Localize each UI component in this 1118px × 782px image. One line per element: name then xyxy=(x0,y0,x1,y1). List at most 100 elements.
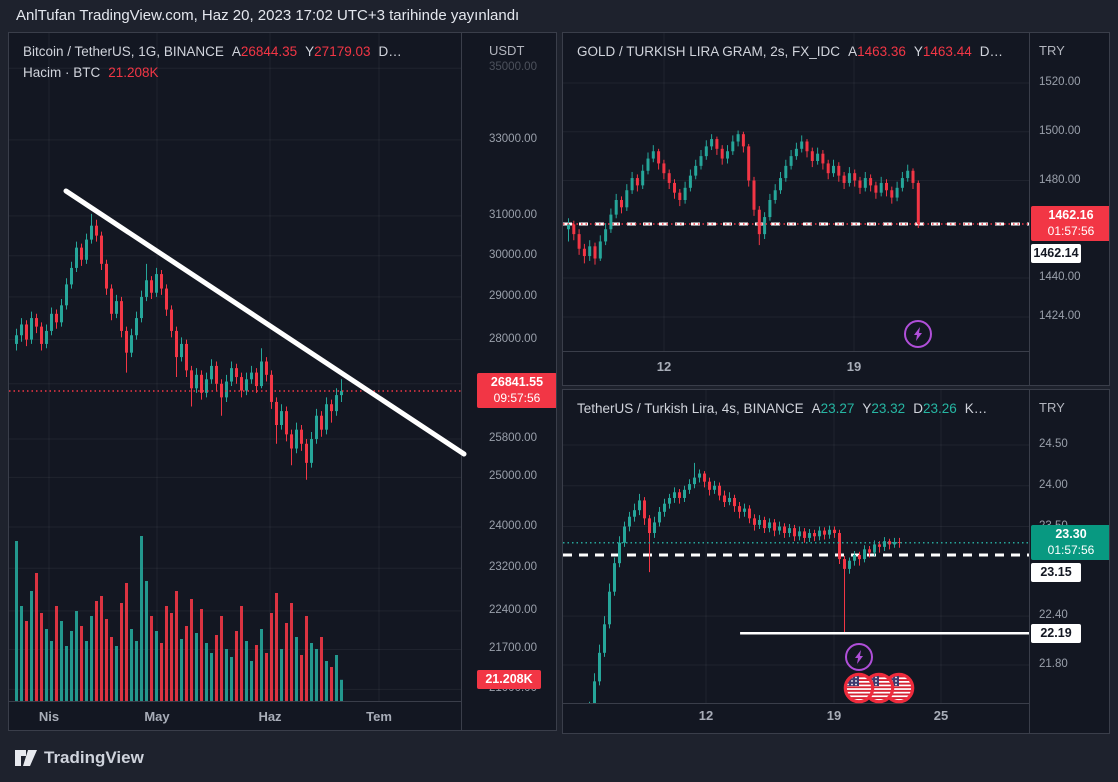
volume-bar xyxy=(170,613,173,701)
legend-text: K… xyxy=(964,401,988,416)
volume-bar xyxy=(195,633,198,701)
volume-bar xyxy=(115,646,118,701)
tradingview-brand-text[interactable]: TradingView xyxy=(44,748,144,767)
candle-body xyxy=(60,305,63,323)
candle-body xyxy=(95,225,98,236)
price-label-value: 26841.55 xyxy=(490,375,544,390)
candle-body xyxy=(821,153,825,164)
legend-value: 23.27 xyxy=(820,401,855,416)
candle-body xyxy=(588,246,592,257)
candle-body xyxy=(45,330,48,344)
price-tick-label: 21700.00 xyxy=(489,642,537,655)
grid-lines xyxy=(563,33,1029,351)
volume-bar xyxy=(110,637,113,701)
volume-value-label: 21.208K xyxy=(477,669,541,689)
candle-body xyxy=(635,178,639,186)
time-tick-label: 12 xyxy=(698,708,714,723)
candle-body xyxy=(657,151,661,164)
tradingview-logo-icon[interactable] xyxy=(14,747,38,769)
us-flag-icon[interactable] xyxy=(843,672,875,704)
time-tick-label: 19 xyxy=(826,708,842,723)
volume-bar xyxy=(55,606,58,701)
candle-body xyxy=(794,148,798,157)
price-tick-label: 28000.00 xyxy=(489,332,537,345)
volume-bar xyxy=(190,599,193,701)
price-tick-label: 21.80 xyxy=(1039,658,1068,671)
volume-bar xyxy=(215,635,218,701)
lightning-icon[interactable] xyxy=(845,643,873,671)
legend-value: 1463.36 xyxy=(857,44,906,59)
candle-body xyxy=(878,544,881,547)
candle-body xyxy=(858,555,861,560)
current-price-label: 1462.16 01:57:56 xyxy=(1031,206,1109,242)
candle-body xyxy=(250,372,253,380)
candle-body xyxy=(736,134,740,142)
price-chart-canvas[interactable] xyxy=(563,33,1110,386)
candle-body xyxy=(838,533,841,560)
volume-bar xyxy=(175,591,178,701)
candle-body xyxy=(325,404,328,430)
price-tick-label: 24000.00 xyxy=(489,519,537,532)
axis-currency-label: TRY xyxy=(1039,400,1065,415)
chart-legend[interactable]: GOLD / TURKISH LIRA GRAM, 2s, FX_IDC A146… xyxy=(577,41,1003,62)
candle-body xyxy=(906,170,910,179)
candle-body xyxy=(816,153,820,161)
chart-panel-gold-try[interactable]: GOLD / TURKISH LIRA GRAM, 2s, FX_IDC A146… xyxy=(562,32,1110,386)
candle-body xyxy=(789,156,793,166)
legend-row: Hacim · BTC 21.208K xyxy=(23,62,402,83)
candle-body xyxy=(733,497,736,507)
trendline-drawing[interactable] xyxy=(63,188,467,457)
volume-bar xyxy=(65,646,68,701)
candle-body xyxy=(295,429,298,449)
candle-body xyxy=(604,229,608,242)
alert-price-label: 22.19 xyxy=(1031,623,1081,643)
volume-bar xyxy=(250,661,253,701)
candle-body xyxy=(688,484,691,490)
current-price-label: 26841.55 09:57:56 xyxy=(477,373,556,409)
chart-panel-btcusdt[interactable]: Bitcoin / TetherUS, 1G, BINANCE A26844.35… xyxy=(8,32,557,731)
bar-countdown: 09:57:56 xyxy=(493,391,541,406)
legend-text: Y xyxy=(913,44,923,59)
price-tick-label: 22.40 xyxy=(1039,609,1068,622)
price-chart-canvas[interactable] xyxy=(9,33,557,731)
candle-body xyxy=(805,141,809,152)
candle-body xyxy=(726,151,729,159)
candle-body xyxy=(593,681,596,703)
chart-legend[interactable]: Bitcoin / TetherUS, 1G, BINANCE A26844.35… xyxy=(23,41,402,83)
candle-body xyxy=(818,530,821,537)
chart-legend[interactable]: TetherUS / Turkish Lira, 4s, BINANCE A23.… xyxy=(577,398,987,419)
candle-body xyxy=(747,146,751,181)
candle-body xyxy=(641,170,645,186)
chart-panel-usdt-try[interactable]: TetherUS / Turkish Lira, 4s, BINANCE A23.… xyxy=(562,389,1110,734)
candle-body xyxy=(853,173,857,181)
volume-bar xyxy=(225,649,228,701)
lightning-icon[interactable] xyxy=(904,320,932,348)
grid-lines xyxy=(563,390,1029,703)
candle-body xyxy=(567,224,570,230)
volume-bar xyxy=(25,621,28,701)
candle-body xyxy=(916,182,920,224)
candle-body xyxy=(75,247,78,268)
candle-body xyxy=(678,192,682,200)
candle-body xyxy=(593,246,597,259)
time-tick-label: 12 xyxy=(656,359,672,374)
time-tick-label: 19 xyxy=(846,359,862,374)
candle-body xyxy=(704,146,708,157)
candle-body xyxy=(773,190,777,200)
candle-body xyxy=(630,178,634,191)
price-tick-label: 33000.00 xyxy=(489,132,537,145)
candle-body xyxy=(275,401,278,426)
volume-bar xyxy=(20,606,23,701)
legend-row: TetherUS / Turkish Lira, 4s, BINANCE A23.… xyxy=(577,398,987,419)
publish-info-bar: AnlTufan TradingView.com, Haz 20, 2023 1… xyxy=(16,7,520,24)
candle-body xyxy=(885,182,888,191)
price-chart-canvas[interactable] xyxy=(563,390,1110,734)
candle-body xyxy=(646,158,650,171)
candle-body xyxy=(614,200,618,215)
candle-body xyxy=(773,522,776,531)
candle-body xyxy=(710,139,714,147)
volume-bar xyxy=(220,616,223,701)
candle-body xyxy=(693,477,696,485)
candle-body xyxy=(658,511,661,523)
candle-body xyxy=(65,284,68,306)
